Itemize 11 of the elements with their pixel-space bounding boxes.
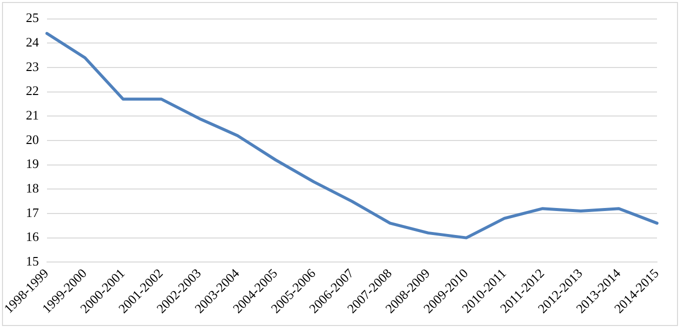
y-tick-label: 15 <box>26 254 39 269</box>
y-tick-label: 20 <box>26 132 39 147</box>
y-tick-label: 17 <box>26 204 40 220</box>
y-tick-label: 18 <box>26 180 39 196</box>
y-tick-label: 19 <box>26 156 39 172</box>
y-tick-label: 22 <box>26 83 39 98</box>
y-tick-label: 21 <box>26 108 39 123</box>
y-tick-label: 24 <box>26 34 40 50</box>
y-tick-label: 25 <box>26 10 39 26</box>
y-tick-label: 16 <box>26 229 40 244</box>
y-tick-label: 23 <box>26 58 39 74</box>
